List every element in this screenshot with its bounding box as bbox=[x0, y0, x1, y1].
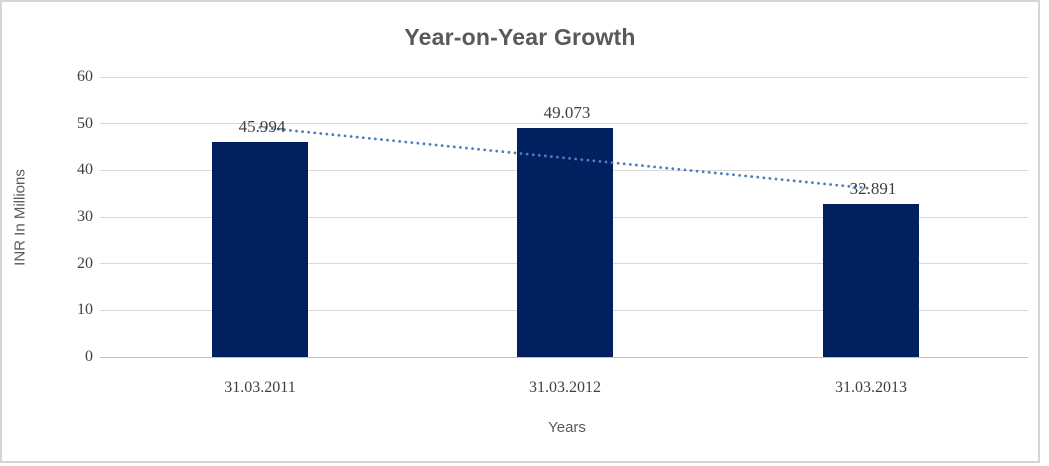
y-tick-label: 40 bbox=[77, 161, 93, 179]
bar-31.03.2011 bbox=[212, 142, 308, 357]
y-tick-label: 50 bbox=[77, 114, 93, 132]
gridline bbox=[100, 76, 1028, 78]
x-category-label: 31.03.2013 bbox=[835, 379, 907, 396]
y-tick-label: 20 bbox=[77, 254, 93, 272]
x-category-label: 31.03.2012 bbox=[529, 379, 601, 396]
bar-31.03.2012 bbox=[517, 127, 613, 357]
data-label: 49.073 bbox=[543, 102, 591, 122]
y-tick-label: 60 bbox=[77, 68, 93, 85]
x-axis-line bbox=[100, 356, 1028, 358]
bar-31.03.2013 bbox=[823, 203, 919, 357]
data-label: 32.891 bbox=[849, 178, 897, 198]
y-tick-label: 30 bbox=[77, 208, 93, 225]
gridline bbox=[100, 123, 1028, 125]
chart-title: Year-on-Year Growth bbox=[404, 24, 636, 50]
y-tick-label: 10 bbox=[77, 301, 93, 319]
x-category-label: 31.03.2011 bbox=[224, 379, 296, 396]
x-axis-title: Years bbox=[548, 419, 586, 436]
y-tick-label: 0 bbox=[85, 348, 93, 365]
data-label: 45.994 bbox=[238, 117, 286, 137]
y-axis-title: INR In Millions bbox=[11, 169, 29, 266]
